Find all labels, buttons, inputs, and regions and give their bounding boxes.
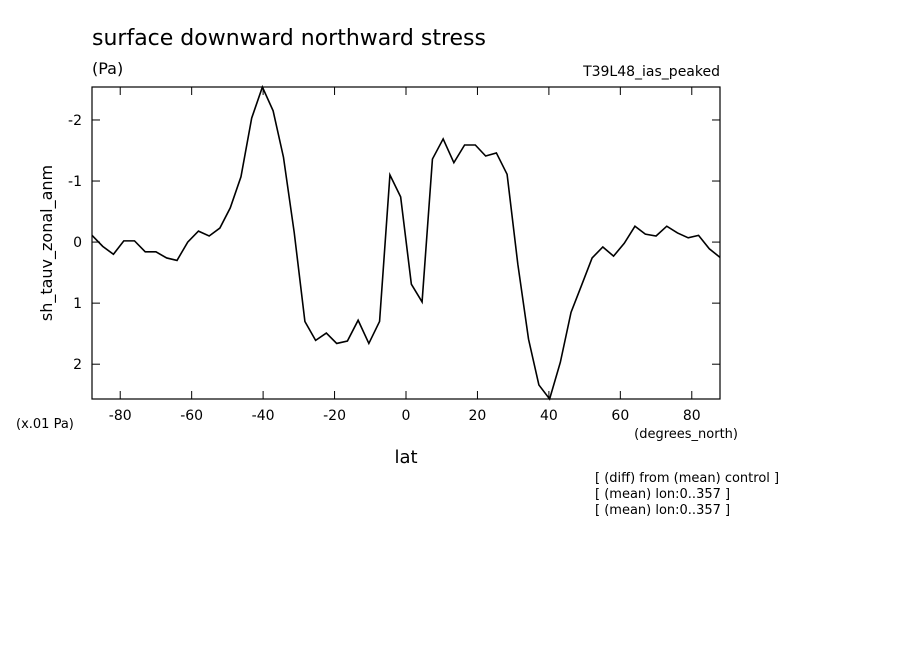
note: [ (mean) lon:0..357 ]: [595, 503, 730, 518]
data-line: [91, 84, 721, 401]
y-tick-label: 0: [73, 235, 82, 251]
x-tick-label: -40: [252, 408, 275, 424]
y-axis-label: sh_tauv_zonal_anm: [37, 165, 57, 321]
dataset: T39L48_ias_peaked: [582, 64, 720, 80]
x-tick-label: 60: [611, 408, 629, 424]
chart-title: surface downward northward stress: [92, 26, 486, 51]
x-tick-label: -60: [180, 408, 203, 424]
x-axis-label: lat: [394, 447, 417, 468]
x-tick-label: 0: [402, 408, 411, 424]
y-tick-label: -2: [68, 113, 82, 129]
y-tick-label: 1: [73, 296, 82, 312]
note: [ (diff) from (mean) control ]: [595, 471, 779, 486]
note: [ (mean) lon:0..357 ]: [595, 487, 730, 502]
x-tick-label: 40: [540, 408, 558, 424]
x-tick-label: 20: [469, 408, 487, 424]
x-tick-label: -20: [323, 408, 346, 424]
y-tick-label: -1: [68, 174, 82, 190]
x-units: (degrees_north): [634, 427, 738, 442]
x-tick-label: 80: [683, 408, 701, 424]
units: (Pa): [92, 59, 123, 78]
x-tick-label: -80: [109, 408, 132, 424]
y-tick-label: 2: [73, 357, 82, 373]
y-units: (x.01 Pa): [16, 417, 74, 432]
